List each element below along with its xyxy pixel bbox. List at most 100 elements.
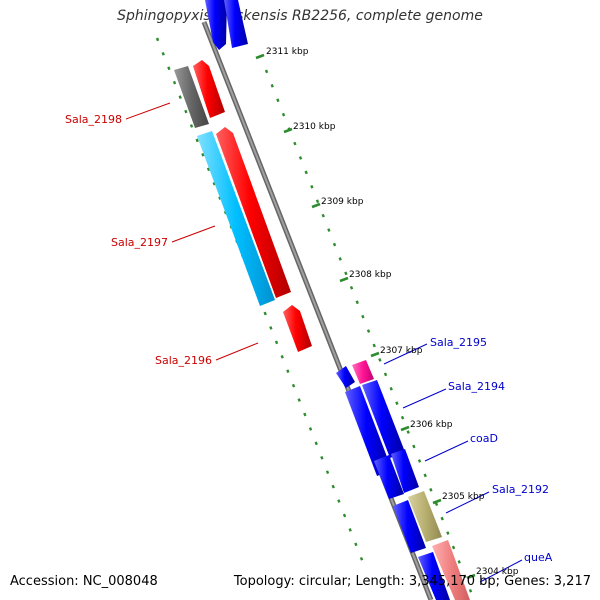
forward-gene-feature [216,127,291,298]
tick-dot [184,109,188,114]
reverse-gene-feature [418,552,450,600]
tick-dot [344,271,348,276]
kbp-tick-label: 2304 kbp [476,567,519,577]
tick-dot [314,441,318,446]
tick-dot [355,300,359,305]
reverse-gene-feature [374,455,404,499]
kbp-tick-label: 2310 kbp [293,122,336,132]
gene-features [174,0,470,600]
tick-dot [189,124,194,128]
tick-dot [463,574,467,579]
salmon-feature [432,540,470,600]
callout-line [383,343,428,365]
kbp-tick-label: 2309 kbp [321,197,364,207]
tick-dot [423,473,427,478]
tick-dot [349,285,354,290]
tick-dot [155,37,160,42]
major-tick-mark [311,202,321,209]
reverse-gene-feature [362,380,405,458]
tick-dot [310,184,314,189]
tick-dot [201,152,205,157]
forward-gene-feature [283,305,312,352]
major-tick-mark [255,53,265,60]
callout-line [171,225,216,243]
tick-dot [304,170,308,175]
major-tick-mark [370,351,380,358]
gene-label-left[interactable]: Sala_2198 [65,113,122,126]
tick-dot [417,459,422,463]
cyan-feature [197,131,275,306]
tick-dot [291,383,296,388]
tick-dot [429,487,433,492]
tick-dot [440,516,444,521]
tick-dot [281,112,286,117]
tick-dot [264,69,269,74]
accession-text: Accession: NC_008048 [10,574,158,589]
tick-dot [274,340,279,345]
callout-line [215,342,259,361]
tick-dot [161,51,165,56]
gene-label-right[interactable]: Sala_2194 [448,380,505,393]
tick-dot [395,401,399,406]
kbp-tick-label: 2305 kbp [442,492,485,502]
tick-dot [303,412,307,417]
tick-dot [327,228,331,232]
tick-dot [378,358,382,362]
gene-label-right[interactable]: Sala_2195 [430,336,487,349]
tick-dot [366,329,371,333]
tick-dot [446,531,450,535]
tick-dot [297,398,301,402]
tick-dot [269,326,273,330]
callout-line [424,440,469,462]
callout-line [402,388,447,409]
tick-dot [412,444,416,449]
magenta-feature [352,360,374,384]
kbp-tick-label: 2311 kbp [266,47,309,57]
tick-dot [212,181,216,186]
tick-dot [206,167,211,172]
reverse-gene-feature [393,500,426,553]
tick-dot [389,386,393,391]
tick-dot [331,484,335,489]
tick-dot [298,156,303,160]
kbp-tick-label: 2306 kbp [410,420,453,430]
olive-feature [408,491,442,542]
tick-dot [308,427,313,431]
gene-label-left[interactable]: Sala_2197 [111,236,168,249]
tick-dot [172,80,177,85]
tick-dot [359,556,364,561]
reverse-gene-feature [205,0,227,50]
tick-dot [361,314,365,319]
kbp-tick-label: 2307 kbp [380,346,423,356]
gene-label-right[interactable]: Sala_2192 [492,483,549,496]
major-tick-mark [283,127,293,134]
tick-dot [320,455,324,460]
tick-dot [383,372,388,377]
reverse-gene-feature [336,366,355,388]
tick-dot [337,499,341,503]
reverse-gene-feature [345,386,392,476]
tick-dot [195,138,199,143]
gene-label-right[interactable]: coaD [470,432,498,445]
tick-dot [332,242,337,247]
tick-dot [178,95,182,99]
callout-line [479,559,523,583]
tick-dot [293,141,297,146]
tick-dot [400,415,405,420]
gene-label-left[interactable]: Sala_2196 [155,354,212,367]
major-tick-mark [466,573,476,580]
major-tick-mark [432,498,442,505]
tick-dot [218,196,222,200]
gene-label-right[interactable]: queA [524,551,553,564]
tick-dot [167,66,171,71]
tick-dot [321,213,325,218]
forward-gene-feature [193,60,225,118]
tick-dot [338,257,342,261]
tick-dot [280,354,284,359]
tick-dot [342,513,347,518]
tick-dot [372,343,376,348]
major-tick-mark [400,425,410,432]
tick-dot [270,83,274,88]
tick-dot [434,502,439,507]
